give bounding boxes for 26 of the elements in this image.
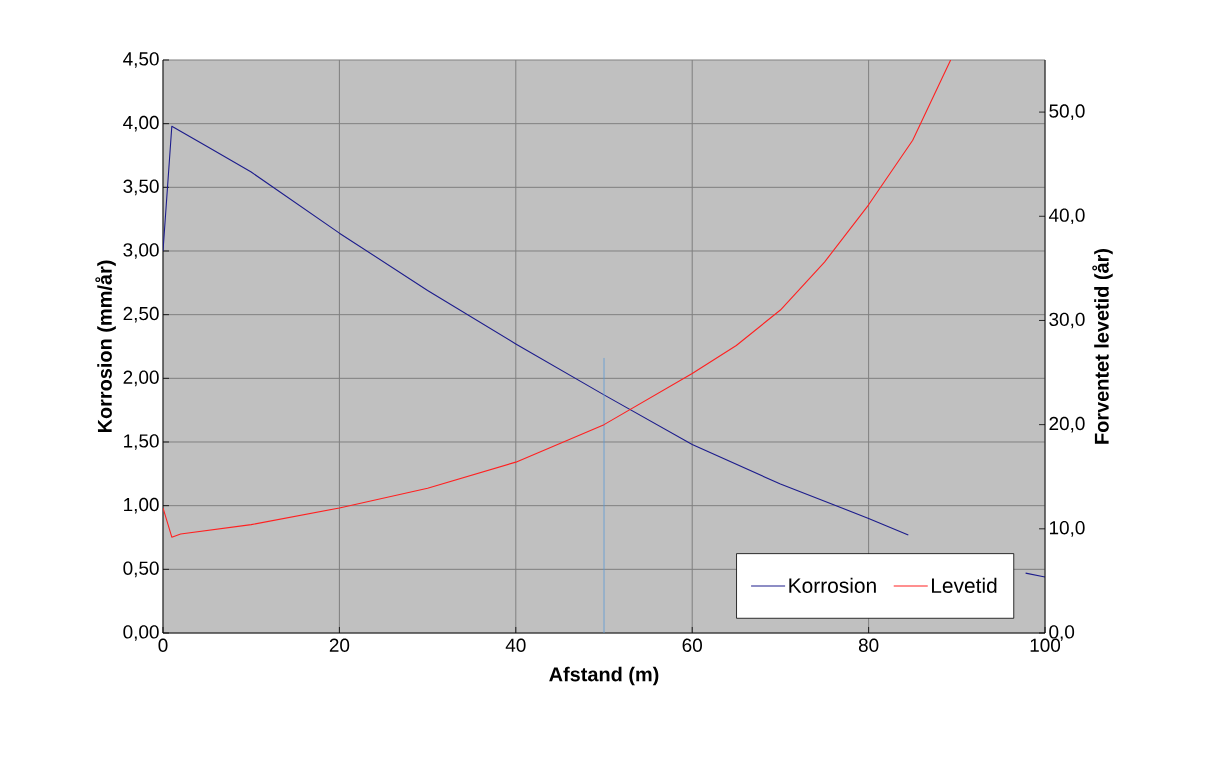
line-series	[163, 60, 952, 538]
x-tick-label: 0	[158, 638, 168, 652]
y2-tick-label: 40,0	[1048, 208, 1085, 225]
y-axis-title: Korrosion (mm/år)	[95, 260, 116, 433]
y-tick-label: 0,50	[123, 561, 159, 578]
x-tick-label: 80	[858, 638, 879, 652]
x-tick-label: 20	[329, 638, 350, 652]
y-tick-label: 1,00	[124, 497, 159, 514]
y-tick-label: 1,50	[124, 434, 159, 450]
legend-label: Levetid	[932, 577, 997, 593]
y2-axis-title: Forventet levetid (år)	[1092, 248, 1113, 444]
y-tick-label: 2,50	[123, 306, 159, 323]
legend-label: Korrosion	[789, 577, 876, 593]
y2-tick-label: 10,0	[1049, 521, 1085, 537]
y-tick-label: 3,50	[123, 179, 159, 196]
y-tick-label: 3,00	[123, 243, 159, 259]
x-tick-label: 40	[505, 638, 526, 652]
y-tick-label: 4,00	[123, 115, 159, 132]
y2-tick-label: 50,0	[1049, 104, 1085, 120]
x-axis-title: Afstand (m)	[549, 666, 659, 686]
y-tick-label: 0,00	[123, 625, 159, 641]
y2-tick-label: 20,0	[1049, 416, 1085, 433]
y-tick-label: 4,50	[123, 52, 159, 68]
y2-tick-label: 30,0	[1049, 312, 1085, 329]
x-tick-label: 60	[682, 638, 702, 652]
y-tick-label: 2,00	[123, 370, 159, 387]
